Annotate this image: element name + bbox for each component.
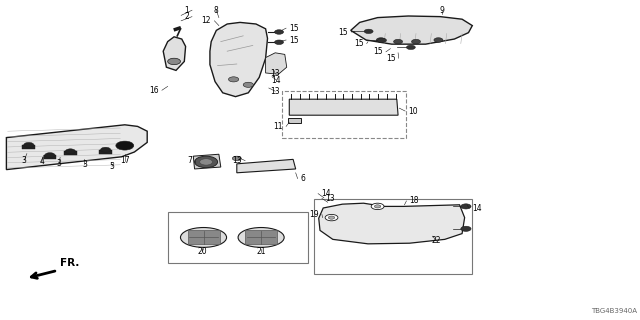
- Bar: [64, 151, 77, 155]
- Text: 15: 15: [289, 36, 299, 44]
- Text: 13: 13: [270, 87, 280, 96]
- Circle shape: [200, 159, 212, 165]
- Circle shape: [376, 38, 385, 42]
- Polygon shape: [319, 203, 465, 244]
- Text: 14: 14: [271, 76, 282, 84]
- Circle shape: [45, 153, 55, 158]
- Circle shape: [116, 141, 134, 150]
- Text: 15: 15: [386, 54, 396, 63]
- Circle shape: [394, 39, 403, 44]
- Text: 6: 6: [301, 174, 306, 183]
- Circle shape: [328, 216, 335, 219]
- Ellipse shape: [238, 228, 284, 247]
- Polygon shape: [6, 125, 147, 170]
- Circle shape: [406, 45, 415, 50]
- Text: 15: 15: [339, 28, 348, 36]
- Circle shape: [168, 58, 180, 65]
- Circle shape: [364, 29, 373, 34]
- Text: 13: 13: [270, 69, 280, 78]
- Bar: [282, 91, 406, 138]
- Text: 11: 11: [273, 122, 283, 131]
- Circle shape: [232, 156, 241, 161]
- Bar: [99, 150, 112, 154]
- Polygon shape: [266, 53, 287, 74]
- Circle shape: [325, 214, 338, 221]
- Text: 10: 10: [408, 107, 418, 116]
- Circle shape: [371, 203, 384, 210]
- Text: 14: 14: [321, 189, 331, 198]
- Text: 19: 19: [309, 210, 319, 219]
- Polygon shape: [163, 37, 186, 70]
- Circle shape: [100, 147, 111, 152]
- Circle shape: [461, 204, 471, 209]
- Text: 8: 8: [214, 6, 219, 15]
- Text: 3: 3: [82, 160, 87, 169]
- Text: 20: 20: [197, 247, 207, 256]
- Bar: [44, 155, 56, 159]
- Polygon shape: [289, 99, 398, 115]
- Text: TBG4B3940A: TBG4B3940A: [591, 308, 637, 314]
- Text: 21: 21: [257, 247, 266, 256]
- Circle shape: [412, 39, 420, 44]
- Text: 12: 12: [202, 16, 211, 25]
- Circle shape: [275, 40, 284, 44]
- Text: 3: 3: [56, 159, 61, 168]
- Bar: [188, 230, 220, 244]
- Circle shape: [461, 226, 471, 231]
- Circle shape: [228, 77, 239, 82]
- Text: FR.: FR.: [60, 258, 79, 268]
- Text: 15: 15: [289, 24, 299, 33]
- Polygon shape: [351, 16, 472, 44]
- Polygon shape: [288, 118, 301, 123]
- Text: 22: 22: [432, 236, 441, 245]
- Ellipse shape: [180, 228, 227, 247]
- Circle shape: [243, 82, 253, 87]
- Bar: [314, 199, 472, 274]
- Text: 17: 17: [120, 156, 131, 165]
- Text: 7: 7: [187, 156, 192, 165]
- Text: 4: 4: [39, 157, 44, 166]
- Polygon shape: [210, 22, 268, 97]
- Text: 13: 13: [232, 156, 242, 165]
- Text: 18: 18: [410, 196, 419, 205]
- Circle shape: [378, 38, 387, 43]
- Text: 15: 15: [354, 39, 364, 48]
- Text: 13: 13: [325, 194, 335, 203]
- Text: 3: 3: [22, 156, 27, 164]
- Text: 14: 14: [472, 204, 482, 212]
- Polygon shape: [237, 159, 296, 173]
- Circle shape: [195, 156, 218, 168]
- Text: 15: 15: [373, 47, 383, 56]
- Polygon shape: [193, 154, 221, 169]
- Text: 5: 5: [109, 162, 115, 171]
- Text: 2: 2: [184, 12, 189, 21]
- Bar: [168, 212, 308, 263]
- Text: 16: 16: [149, 86, 159, 95]
- Circle shape: [275, 30, 284, 34]
- Circle shape: [434, 38, 443, 42]
- Text: 1: 1: [184, 6, 189, 15]
- Bar: [245, 230, 277, 244]
- Text: 9: 9: [439, 6, 444, 15]
- Circle shape: [374, 205, 381, 208]
- Circle shape: [65, 149, 76, 154]
- Circle shape: [24, 142, 34, 148]
- Bar: [22, 145, 35, 149]
